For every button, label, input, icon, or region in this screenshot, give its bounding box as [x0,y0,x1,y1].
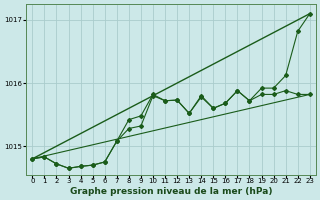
X-axis label: Graphe pression niveau de la mer (hPa): Graphe pression niveau de la mer (hPa) [70,187,272,196]
